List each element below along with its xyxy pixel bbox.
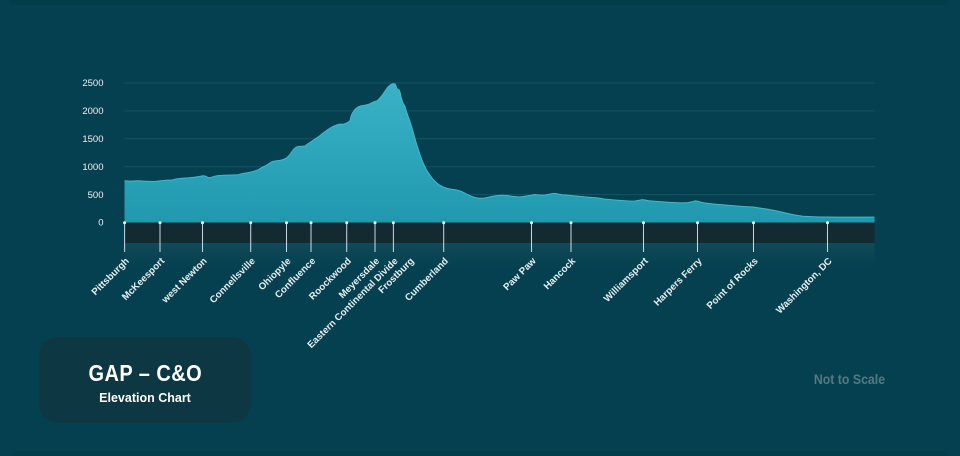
svg-text:2500: 2500 [82, 78, 103, 89]
svg-text:2000: 2000 [82, 106, 103, 117]
svg-text:1500: 1500 [82, 134, 103, 145]
svg-text:500: 500 [88, 190, 104, 201]
svg-text:0: 0 [98, 218, 103, 229]
svg-text:Eastern Continental Divide: Eastern Continental Divide [306, 255, 401, 350]
svg-text:1000: 1000 [82, 162, 103, 173]
